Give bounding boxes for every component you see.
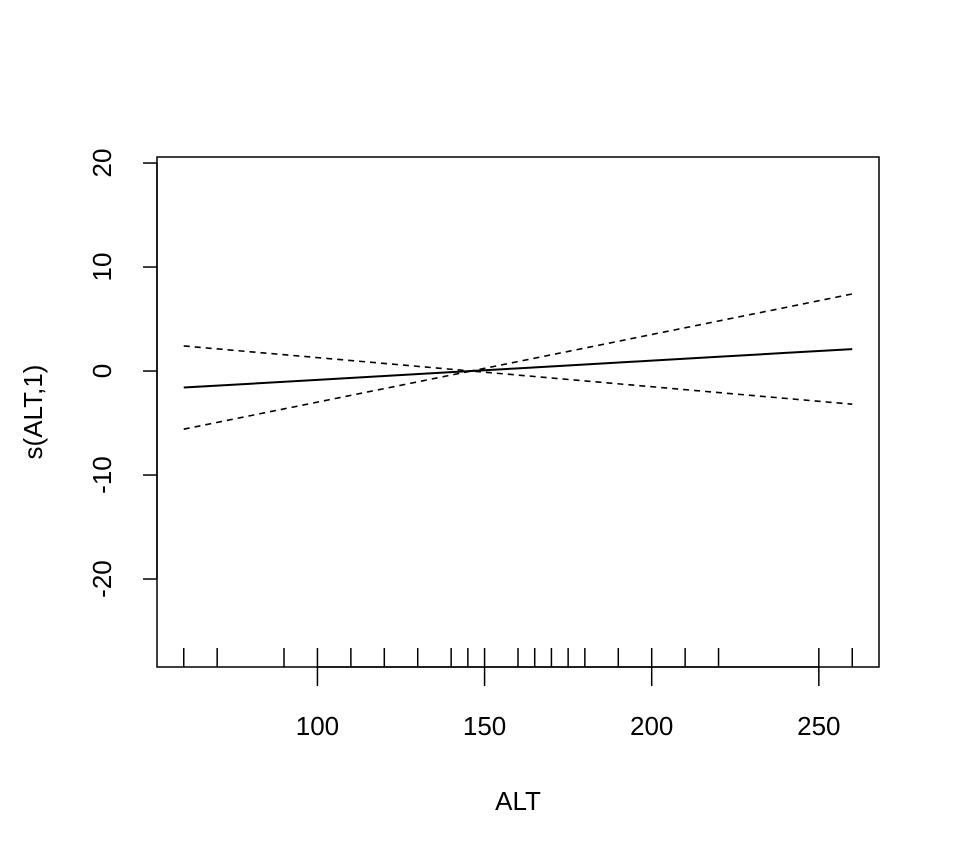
y-tick-label: 0 (87, 364, 117, 378)
series-line (183, 370, 853, 430)
x-axis-label: ALT (495, 786, 541, 816)
y-axis-label: s(ALT,1) (18, 365, 48, 460)
y-tick-label: 10 (87, 253, 117, 282)
plot-box (156, 156, 880, 668)
x-tick-label: 150 (463, 711, 506, 741)
x-tick-label: 100 (296, 711, 339, 741)
series-line (183, 348, 853, 389)
x-tick-label: 200 (630, 711, 673, 741)
series-line (183, 293, 853, 372)
y-tick-label: -10 (87, 456, 117, 494)
y-tick-label: 20 (87, 149, 117, 178)
y-tick-label: -20 (87, 560, 117, 598)
x-tick-label: 250 (797, 711, 840, 741)
